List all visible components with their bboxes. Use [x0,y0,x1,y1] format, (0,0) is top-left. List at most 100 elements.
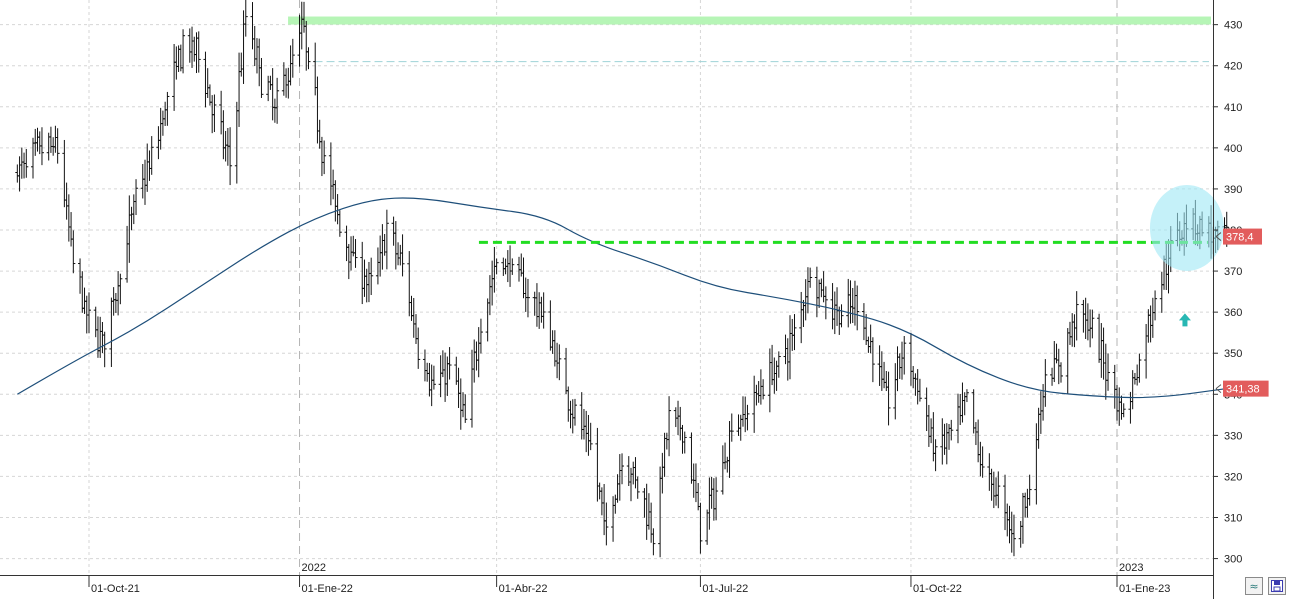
ohlc-bar [740,396,745,427]
chart-settings-icon[interactable]: ≈ [1245,577,1263,595]
ohlc-bar [93,306,98,338]
ohlc-bar [165,91,170,126]
ohlc-bar [163,101,168,126]
ohlc-bar [140,163,145,199]
ohlc-bar [1050,367,1055,386]
ohlc-bars [15,0,1229,558]
ohlc-bar [839,304,844,328]
ohlc-bar [682,431,687,454]
ohlc-bar [611,496,616,542]
ohlc-bar [823,286,828,320]
ohlc-bar [362,259,367,297]
ohlc-bar [635,476,640,499]
time-tick-label: 01-Oct-21 [91,583,140,595]
ohlc-bar [127,195,132,263]
ohlc-bar [727,421,732,478]
ohlc-bar [333,180,338,222]
ohlc-bar [1020,492,1025,544]
ohlc-bar [987,453,992,491]
ohlc-bar [707,477,712,530]
ohlc-bar [1081,299,1086,333]
ohlc-bar [1043,359,1048,407]
ohlc-bar [537,292,542,329]
ohlc-bar [510,258,515,275]
ohlc-bar [391,216,396,246]
ohlc-bar [893,363,898,420]
ohlc-bar [142,159,147,205]
save-icon[interactable] [1268,577,1286,595]
ohlc-bar [660,452,665,494]
ohlc-bar [425,362,430,382]
year-label: 2022 [302,562,326,574]
ohlc-bar [149,136,154,175]
ohlc-bar [991,471,996,509]
ohlc-bar [539,296,544,323]
ohlc-bar [284,68,289,98]
ohlc-bar [521,257,526,299]
ohlc-bar [494,258,499,275]
ohlc-bar [438,355,443,398]
ohlc-bar [1003,474,1008,531]
ohlc-bar [517,256,522,282]
ohlc-bar [1007,505,1012,544]
ohlc-bar [259,57,264,98]
ohlc-bar [239,52,244,77]
ohlc-bar [599,487,604,516]
year-label: 2023 [1119,562,1143,574]
ohlc-bar [976,419,981,463]
ohlc-bar [225,128,230,166]
ohlc-bar [929,418,934,444]
price-axis: 3003103203303403503603703803904004104204… [1213,20,1242,566]
ohlc-bar [852,280,857,326]
price-tag-box [1223,380,1269,397]
ohlc-bar [69,212,74,247]
ohlc-bar [1067,321,1072,345]
ohlc-bar [913,373,918,396]
ohlc-bar [680,424,685,454]
ohlc-bar [1112,364,1117,409]
ohlc-bar [947,423,952,450]
ohlc-bar [100,321,105,354]
ohlc-bar [505,250,510,283]
ohlc-bar [711,478,716,521]
ohlc-bar [658,466,663,558]
ohlc-bar [628,467,633,502]
ohlc-bar [566,386,571,422]
ohlc-bar [770,344,775,386]
ohlc-bar [396,242,401,266]
ohlc-bar [458,378,463,430]
ohlc-bar [31,137,36,179]
ohlc-bar [360,241,365,305]
ohlc-bar [805,267,810,314]
ohlc-bar [409,295,414,321]
ohlc-bar [564,347,569,395]
ohlc-bar [604,502,609,546]
ohlc-bar [631,461,636,485]
ohlc-bar [808,267,813,288]
ohlc-bar [949,419,954,441]
ohlc-bar [1130,370,1135,410]
ohlc-bar [996,471,1001,509]
price-tick-label: 310 [1224,513,1242,525]
ohlc-bar [125,225,130,283]
ohlc-bar [994,477,999,506]
ohlc-bar [602,484,607,536]
ohlc-bar [337,210,342,237]
ohlc-bar [281,62,286,96]
ohlc-bar [48,126,53,153]
ohlc-bar [315,76,320,144]
ohlc-bar [98,316,103,358]
ohlc-bar [555,342,560,379]
price-tag-pointer [1215,232,1222,241]
price-tick-label: 360 [1224,307,1242,319]
ohlc-bar [62,139,67,208]
ohlc-bar [178,44,183,72]
ohlc-bar [158,107,163,150]
ohlc-bar [344,225,349,262]
ohlc-bar [651,528,656,556]
ohlc-bar [1070,313,1075,347]
ohlc-bar [353,239,358,268]
ohlc-bar [384,209,389,270]
ohlc-bar [364,268,369,303]
ohlc-bar [456,367,461,408]
